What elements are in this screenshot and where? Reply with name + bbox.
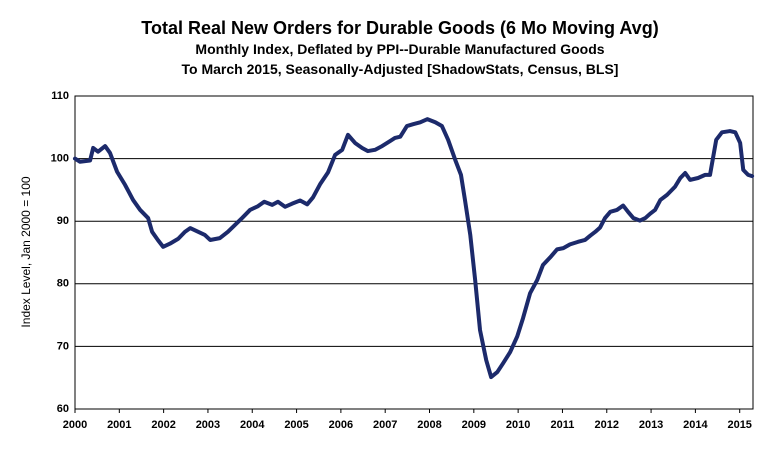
x-tick-label: 2005 <box>284 419 308 431</box>
x-tick-label: 2001 <box>107 419 131 431</box>
x-tick-label: 2008 <box>417 419 441 431</box>
chart-subtitle: To March 2015, Seasonally-Adjusted [Shad… <box>182 61 619 77</box>
x-tick-label: 2010 <box>506 419 530 431</box>
x-tick-label: 2013 <box>639 419 663 431</box>
y-tick-label: 90 <box>57 215 69 227</box>
x-tick-label: 2003 <box>196 419 220 431</box>
x-tick-label: 2006 <box>329 419 353 431</box>
x-tick-label: 2015 <box>727 419 751 431</box>
x-tick-label: 2004 <box>240 419 265 431</box>
chart-title: Total Real New Orders for Durable Goods … <box>141 18 658 38</box>
plot-frame <box>74 95 754 410</box>
x-tick-label: 2012 <box>595 419 619 431</box>
chart-subtitle: Monthly Index, Deflated by PPI--Durable … <box>195 41 604 57</box>
y-axis-label: Index Level, Jan 2000 = 100 <box>19 176 33 327</box>
y-tick-label: 100 <box>51 153 69 165</box>
x-tick-label: 2000 <box>63 419 87 431</box>
y-tick-label: 70 <box>57 340 69 352</box>
x-tick-label: 2009 <box>462 419 486 431</box>
x-tick-label: 2007 <box>373 419 397 431</box>
x-tick-label: 2002 <box>151 419 175 431</box>
x-tick-label: 2011 <box>551 419 575 431</box>
x-tick-label: 2014 <box>683 419 708 431</box>
y-tick-label: 110 <box>51 90 69 102</box>
y-tick-label: 60 <box>57 403 69 415</box>
y-tick-label: 80 <box>57 278 69 290</box>
data-line <box>73 117 755 380</box>
